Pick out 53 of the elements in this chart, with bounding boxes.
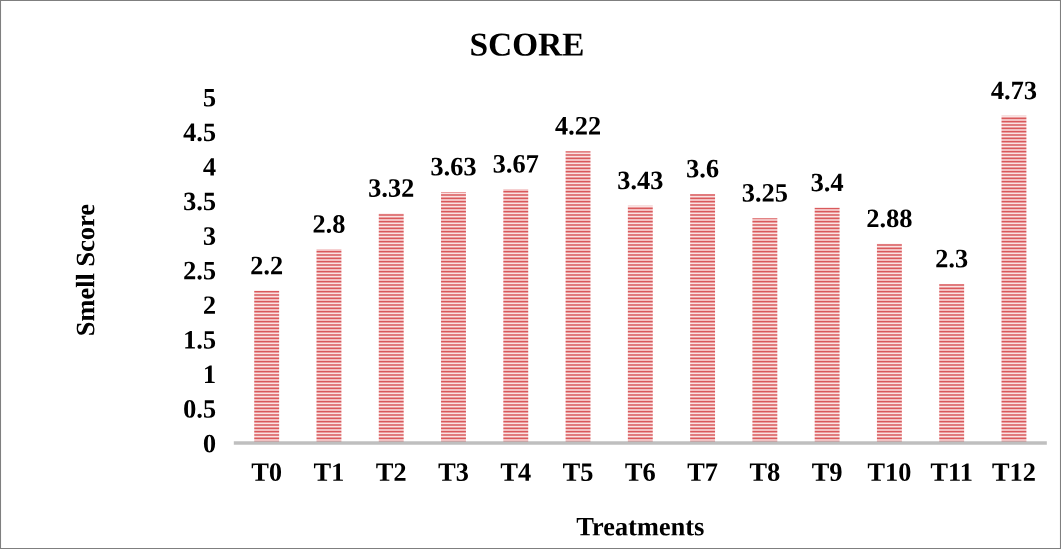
data-label: 3.67 bbox=[493, 154, 539, 173]
data-label: 3.63 bbox=[431, 157, 476, 176]
x-tick-label: T9 bbox=[812, 463, 842, 482]
x-tick-label: T8 bbox=[749, 463, 780, 482]
y-tick-label: 2 bbox=[204, 296, 215, 314]
x-tick-label: T4 bbox=[500, 463, 531, 481]
chart-title: SCORE bbox=[471, 33, 583, 56]
bar bbox=[254, 290, 280, 444]
y-tick-label: 4.5 bbox=[183, 123, 216, 142]
y-tick-label: 1.5 bbox=[185, 331, 216, 349]
y-tick-label: 1 bbox=[205, 365, 215, 384]
bar bbox=[690, 194, 716, 444]
data-label: 2.88 bbox=[867, 209, 912, 228]
data-label: 2.8 bbox=[313, 215, 345, 233]
x-tick-label: T6 bbox=[625, 463, 655, 482]
y-axis-title: Smell Score bbox=[75, 204, 95, 335]
x-tick-label: T11 bbox=[930, 463, 972, 481]
bar bbox=[1001, 115, 1027, 444]
bar bbox=[316, 249, 342, 444]
x-tick-label: T3 bbox=[438, 463, 468, 482]
y-tick-label: 2.5 bbox=[184, 261, 216, 280]
x-tick-label: T1 bbox=[313, 463, 343, 481]
data-label: 4.73 bbox=[991, 81, 1037, 100]
bar bbox=[441, 191, 466, 444]
x-tick-label: T5 bbox=[563, 463, 593, 482]
bar bbox=[378, 213, 404, 444]
x-tick-label: T12 bbox=[992, 463, 1035, 481]
y-tick-label: 0 bbox=[203, 434, 216, 453]
bar bbox=[627, 205, 653, 444]
bar bbox=[876, 243, 902, 444]
x-tick-label: T10 bbox=[867, 463, 911, 482]
data-label: 3.32 bbox=[369, 179, 414, 198]
bar bbox=[752, 218, 778, 444]
y-tick-label: 3 bbox=[203, 227, 216, 245]
x-axis-title: Treatments bbox=[576, 518, 704, 536]
x-tick-label: T2 bbox=[376, 463, 406, 481]
data-label: 4.22 bbox=[555, 116, 600, 135]
bar bbox=[565, 151, 591, 444]
data-label: 2.2 bbox=[251, 256, 283, 275]
x-tick-label: T0 bbox=[251, 463, 282, 482]
data-label: 3.43 bbox=[618, 171, 663, 190]
data-label: 2.3 bbox=[936, 249, 968, 268]
y-tick-label: 4 bbox=[203, 158, 216, 176]
bar bbox=[939, 283, 965, 444]
data-label: 3.25 bbox=[742, 184, 787, 202]
data-label: 3.4 bbox=[811, 173, 844, 192]
y-tick-label: 5 bbox=[203, 89, 216, 107]
y-tick-label: 3.5 bbox=[184, 192, 216, 211]
data-label: 3.6 bbox=[687, 159, 719, 178]
x-tick-label: T7 bbox=[687, 463, 718, 481]
bar bbox=[503, 189, 529, 444]
y-tick-label: 0.5 bbox=[184, 400, 216, 418]
bar bbox=[814, 207, 840, 444]
